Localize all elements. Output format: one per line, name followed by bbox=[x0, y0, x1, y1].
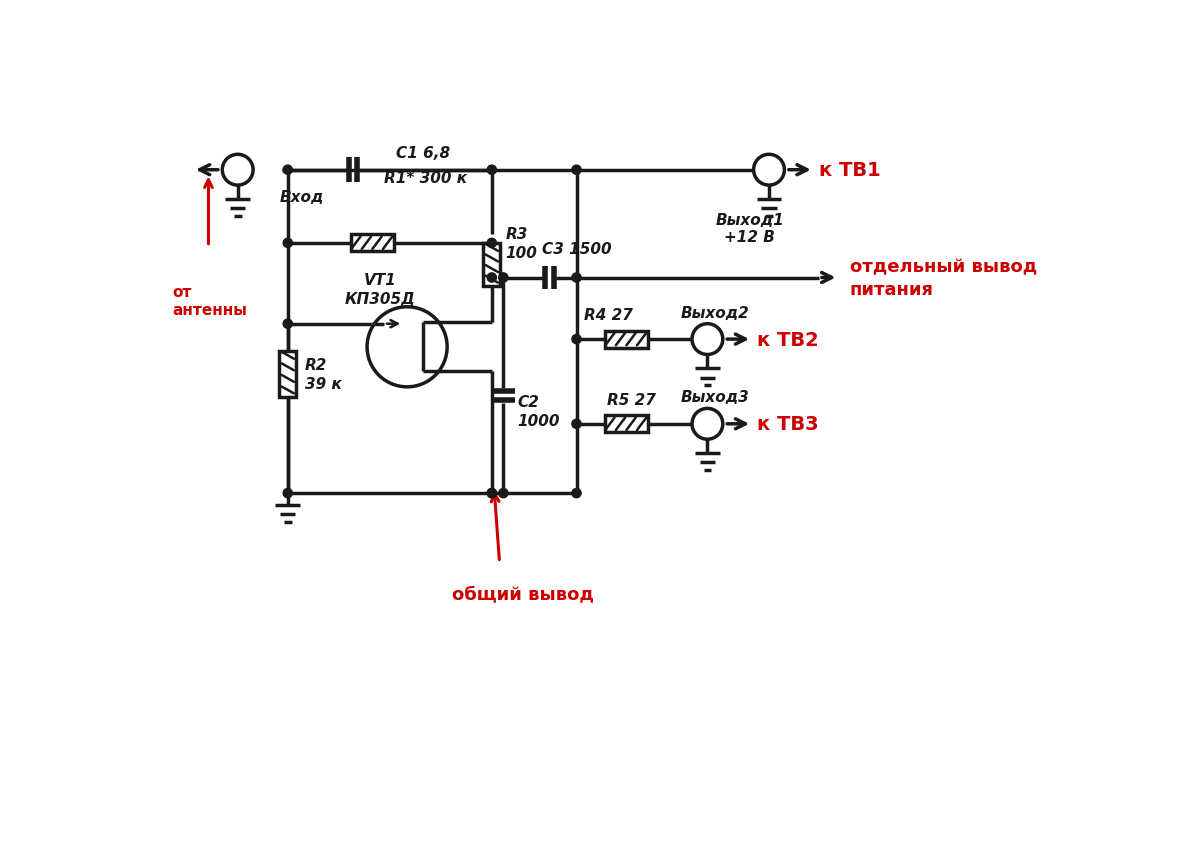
Circle shape bbox=[283, 239, 293, 248]
Text: к ТВ2: к ТВ2 bbox=[757, 330, 820, 349]
Circle shape bbox=[572, 419, 581, 429]
Text: к ТВ3: к ТВ3 bbox=[757, 414, 820, 434]
Text: R4 27: R4 27 bbox=[584, 307, 634, 322]
Text: общий вывод: общий вывод bbox=[451, 585, 594, 603]
Circle shape bbox=[487, 489, 497, 498]
Bar bbox=[352, 235, 394, 252]
Text: отдельный вывод
питания: отдельный вывод питания bbox=[850, 258, 1037, 298]
Circle shape bbox=[499, 489, 508, 498]
Text: С1 6,8: С1 6,8 bbox=[396, 146, 450, 161]
Circle shape bbox=[487, 489, 497, 498]
Text: С3 1500: С3 1500 bbox=[542, 241, 612, 257]
Text: Выход1
+12 В: Выход1 +12 В bbox=[715, 213, 784, 245]
Text: Выход2: Выход2 bbox=[680, 306, 749, 320]
Bar bbox=[605, 331, 648, 349]
Text: Выход3: Выход3 bbox=[680, 390, 749, 405]
Text: R3
100: R3 100 bbox=[505, 227, 538, 260]
Text: Вход: Вход bbox=[280, 190, 324, 205]
Circle shape bbox=[487, 166, 497, 175]
Circle shape bbox=[572, 489, 581, 498]
Text: С2
1000: С2 1000 bbox=[517, 394, 559, 428]
Bar bbox=[484, 244, 500, 286]
Circle shape bbox=[283, 166, 293, 175]
Text: от
антенны: от антенны bbox=[173, 285, 247, 317]
Circle shape bbox=[487, 273, 497, 283]
Text: VT1
КП305Д: VT1 КП305Д bbox=[344, 273, 415, 306]
Bar bbox=[605, 416, 648, 433]
Circle shape bbox=[283, 489, 293, 498]
Circle shape bbox=[283, 320, 293, 329]
Text: R1* 300 к: R1* 300 к bbox=[384, 170, 467, 186]
Circle shape bbox=[572, 273, 581, 283]
Text: к ТВ1: к ТВ1 bbox=[820, 161, 881, 180]
Circle shape bbox=[572, 166, 581, 175]
Circle shape bbox=[572, 335, 581, 344]
Bar bbox=[280, 351, 296, 398]
Text: R5 27: R5 27 bbox=[607, 392, 656, 407]
Text: R2
39 к: R2 39 к bbox=[305, 358, 342, 391]
Circle shape bbox=[499, 273, 508, 283]
Circle shape bbox=[487, 239, 497, 248]
